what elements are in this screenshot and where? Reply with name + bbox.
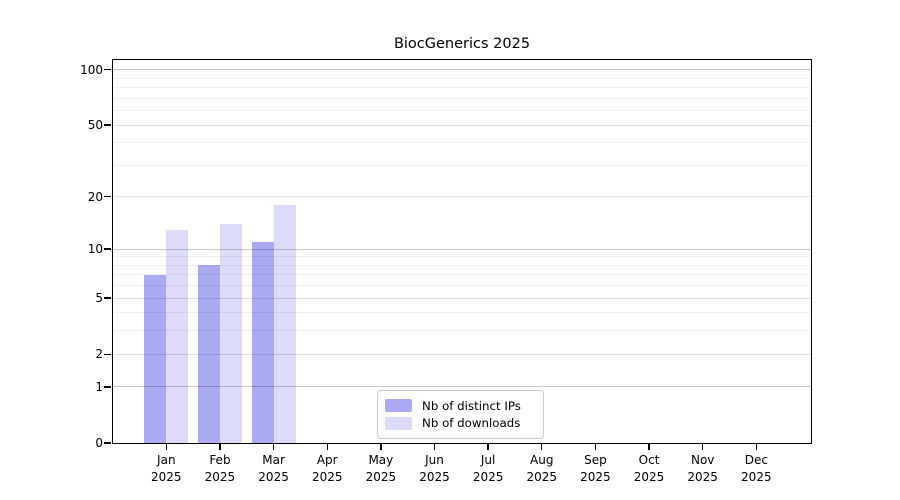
x-tick-label-jul: Jul 2025 — [472, 453, 504, 484]
grid-line-80 — [113, 87, 811, 89]
x-tick-label-feb: Feb 2025 — [204, 453, 236, 484]
grid-line-50 — [113, 124, 811, 126]
x-tick-mark-sep — [594, 443, 597, 450]
y-tick-mark-50 — [104, 124, 111, 126]
bar-nb-of-distinct-ips-jan — [144, 274, 167, 443]
x-tick-mark-feb — [219, 443, 221, 450]
legend-swatch-downloads — [385, 416, 412, 430]
x-tick-mark-oct — [648, 443, 650, 450]
y-tick-label-50: 50 — [87, 118, 103, 133]
x-tick-mark-nov — [702, 443, 704, 450]
x-tick-mark-jul — [487, 443, 489, 450]
legend-item-downloads: Nb of downloads — [385, 415, 535, 433]
y-tick-label-10: 10 — [87, 242, 103, 257]
chart-title: BiocGenerics 2025 — [393, 36, 531, 52]
bar-nb-of-distinct-ips-feb — [197, 265, 220, 443]
x-tick-label-mar: Mar 2025 — [258, 453, 289, 484]
bar-nb-of-distinct-ips-mar — [251, 242, 274, 443]
legend: Nb of distinct IPs Nb of downloads — [377, 390, 544, 439]
x-tick-mark-may — [380, 443, 382, 450]
x-tick-mark-jun — [433, 443, 436, 450]
legend-label-downloads: Nb of downloads — [422, 416, 521, 431]
x-tick-label-apr: Apr 2025 — [311, 453, 343, 484]
plot-area: 0 1 2 5 10 20 50 100 Jan 2025 Feb 2025 Mar 2025 Apr… — [80, 59, 812, 484]
y-tick-mark-5 — [104, 297, 111, 299]
x-tick-label-jan: Jan 2025 — [151, 453, 182, 484]
y-tick-mark-10 — [104, 248, 111, 250]
y-tick-label-0: 0 — [95, 436, 103, 450]
x-tick-mark-dec — [755, 443, 757, 450]
y-tick-label-5: 5 — [95, 291, 103, 306]
x-tick-label-may: May 2025 — [365, 453, 397, 484]
grid-line-30 — [113, 164, 811, 166]
grid-line-40 — [113, 142, 811, 144]
grid-line-70 — [113, 97, 811, 99]
y-tick-mark-2 — [104, 353, 111, 355]
x-tick-label-aug: Aug 2025 — [526, 453, 558, 484]
x-tick-mark-jan — [165, 443, 167, 450]
legend-swatch-distinct-ips — [385, 399, 412, 413]
bar-nb-of-downloads-jan — [166, 229, 189, 443]
legend-item-distinct-ips: Nb of distinct IPs — [385, 397, 535, 415]
x-tick-mark-apr — [326, 443, 328, 450]
y-tick-mark-100 — [104, 69, 111, 71]
grid-line-90 — [113, 77, 811, 79]
legend-label-distinct-ips: Nb of distinct IPs — [422, 398, 521, 413]
bar-nb-of-downloads-mar — [273, 204, 296, 443]
grid-line-100 — [113, 69, 811, 71]
y-tick-mark-20 — [104, 196, 111, 198]
grid-line-20 — [113, 196, 811, 198]
x-tick-label-oct: Oct 2025 — [633, 453, 665, 484]
bar-nb-of-downloads-feb — [219, 224, 242, 443]
x-tick-label-sep: Sep 2025 — [580, 453, 611, 484]
grid-line-60 — [113, 110, 811, 112]
y-tick-label-2: 2 — [95, 347, 103, 362]
grid-line-10 — [113, 248, 811, 250]
x-tick-mark-aug — [541, 443, 543, 450]
y-tick-mark-0 — [104, 442, 111, 444]
y-tick-label-20: 20 — [87, 189, 103, 204]
x-tick-mark-mar — [272, 443, 275, 450]
grid-line-9 — [113, 256, 811, 258]
x-tick-label-jun: Jun 2025 — [419, 453, 450, 484]
y-tick-label-1: 1 — [95, 379, 103, 394]
x-tick-label-nov: Nov 2025 — [687, 453, 718, 484]
x-tick-label-dec: Dec 2025 — [741, 453, 772, 484]
y-tick-label-100: 100 — [80, 62, 103, 77]
y-tick-mark-1 — [104, 386, 111, 388]
